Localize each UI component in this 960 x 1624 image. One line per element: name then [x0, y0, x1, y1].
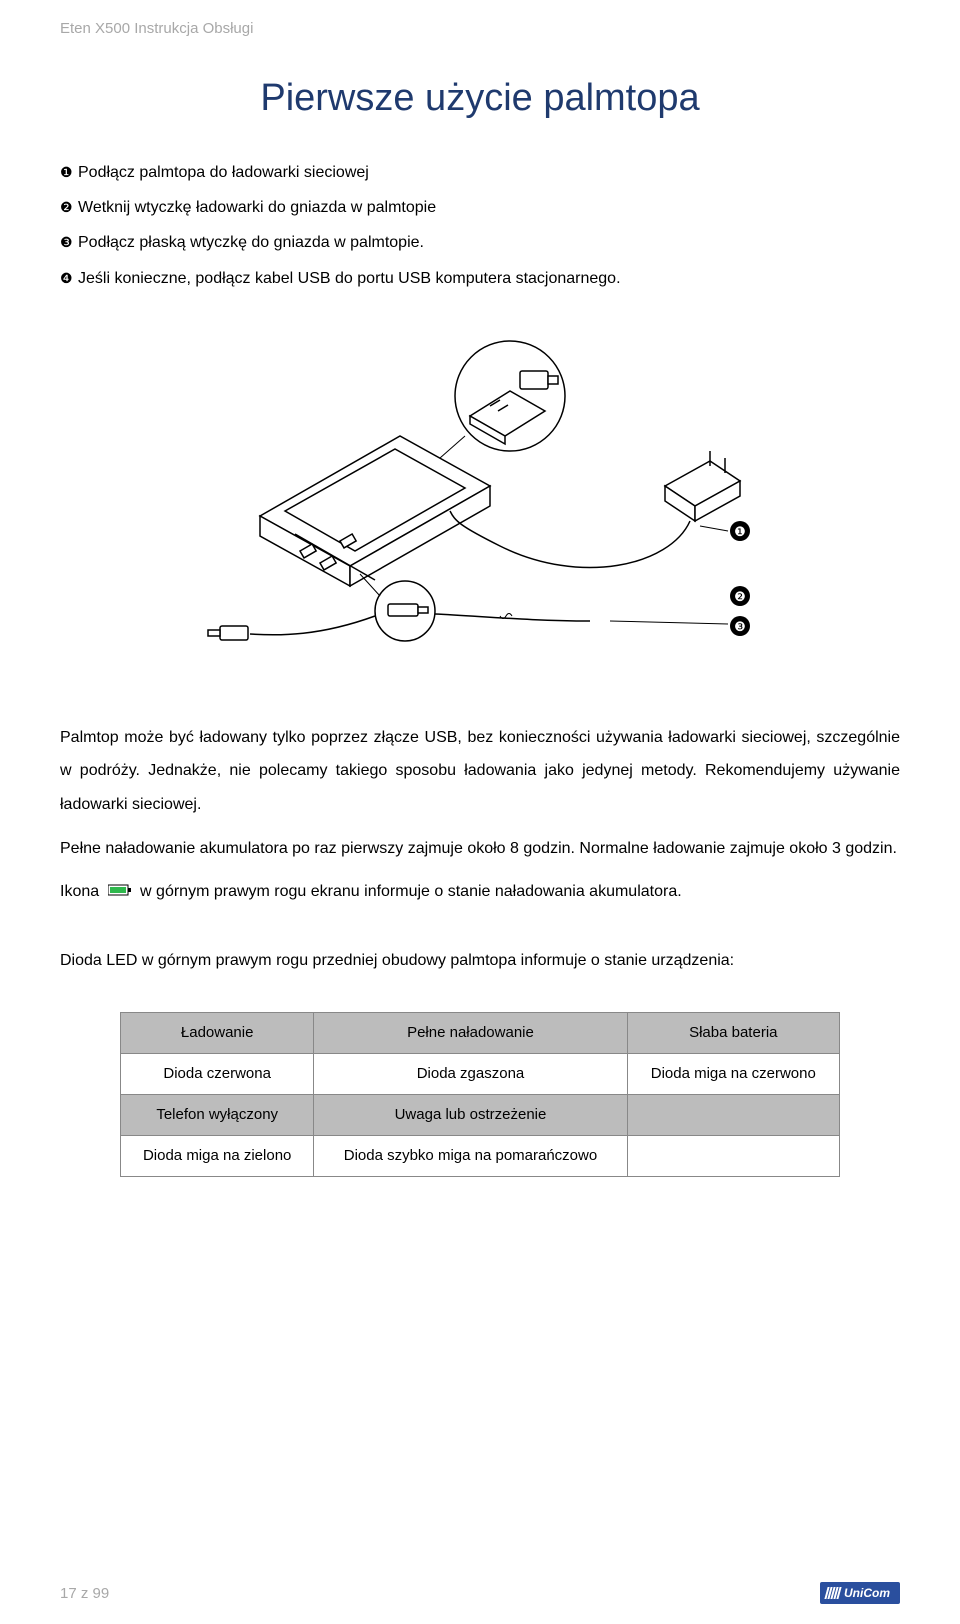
step-item: ❸ Podłącz płaską wtyczkę do gniazda w pa… — [60, 225, 900, 260]
svg-text:❷: ❷ — [734, 589, 746, 604]
step-bullet: ❹ — [60, 263, 78, 294]
table-cell — [627, 1095, 839, 1136]
table-row: Ładowanie Pełne naładowanie Słaba bateri… — [121, 1013, 840, 1054]
table-cell: Dioda zgaszona — [314, 1054, 627, 1095]
table-row: Telefon wyłączony Uwaga lub ostrzeżenie — [121, 1095, 840, 1136]
diagram-svg: ❶ ❷ ❸ — [200, 336, 760, 666]
table-cell: Telefon wyłączony — [121, 1095, 314, 1136]
unicom-logo: UniCom — [820, 1582, 900, 1604]
step-item: ❷ Wetknij wtyczkę ładowarki do gniazda w… — [60, 190, 900, 225]
table-row: Dioda miga na zielono Dioda szybko miga … — [121, 1136, 840, 1177]
svg-text:❶: ❶ — [734, 524, 746, 539]
step-text: Podłącz palmtopa do ładowarki sieciowej — [78, 155, 369, 190]
step-text: Podłącz płaską wtyczkę do gniazda w palm… — [78, 225, 424, 260]
table-cell: Słaba bateria — [627, 1013, 839, 1054]
paragraph-charging-time: Pełne naładowanie akumulatora po raz pie… — [60, 832, 900, 866]
step-text: Wetknij wtyczkę ładowarki do gniazda w p… — [78, 190, 436, 225]
battery-icon — [108, 875, 132, 909]
table-cell: Dioda szybko miga na pomarańczowo — [314, 1136, 627, 1177]
step-text: Jeśli konieczne, podłącz kabel USB do po… — [78, 261, 621, 296]
logo-bars-icon — [824, 1587, 841, 1599]
step-bullet: ❸ — [60, 227, 78, 258]
doc-header: Eten X500 Instrukcja Obsługi — [60, 20, 900, 37]
paragraph-charging-info: Palmtop może być ładowany tylko poprzez … — [60, 721, 900, 822]
step-item: ❹ Jeśli konieczne, podłącz kabel USB do … — [60, 261, 900, 296]
table-cell: Ładowanie — [121, 1013, 314, 1054]
page-footer: 17 z 99 UniCom — [60, 1582, 900, 1604]
connection-diagram: ❶ ❷ ❸ — [60, 336, 900, 671]
battery-icon-info: Ikona w górnym prawym rogu ekranu inform… — [60, 875, 900, 909]
led-status-table: Ładowanie Pełne naładowanie Słaba bateri… — [120, 1012, 840, 1177]
step-bullet: ❷ — [60, 192, 78, 223]
table-cell: Dioda czerwona — [121, 1054, 314, 1095]
table-cell: Dioda miga na czerwono — [627, 1054, 839, 1095]
page-title: Pierwsze użycie palmtopa — [60, 77, 900, 120]
svg-text:❸: ❸ — [734, 619, 746, 634]
steps-list: ❶ Podłącz palmtopa do ładowarki sieciowe… — [60, 155, 900, 296]
step-bullet: ❶ — [60, 157, 78, 188]
step-item: ❶ Podłącz palmtopa do ładowarki sieciowe… — [60, 155, 900, 190]
table-cell: Uwaga lub ostrzeżenie — [314, 1095, 627, 1136]
logo-text: UniCom — [844, 1586, 890, 1600]
icon-line-pre: Ikona — [60, 883, 99, 900]
icon-line-post: w górnym prawym rogu ekranu informuje o … — [140, 883, 682, 900]
led-intro-line: Dioda LED w górnym prawym rogu przedniej… — [60, 944, 900, 978]
table-cell: Pełne naładowanie — [314, 1013, 627, 1054]
page-number: 17 z 99 — [60, 1585, 109, 1602]
table-cell: Dioda miga na zielono — [121, 1136, 314, 1177]
table-cell — [627, 1136, 839, 1177]
table-row: Dioda czerwona Dioda zgaszona Dioda miga… — [121, 1054, 840, 1095]
